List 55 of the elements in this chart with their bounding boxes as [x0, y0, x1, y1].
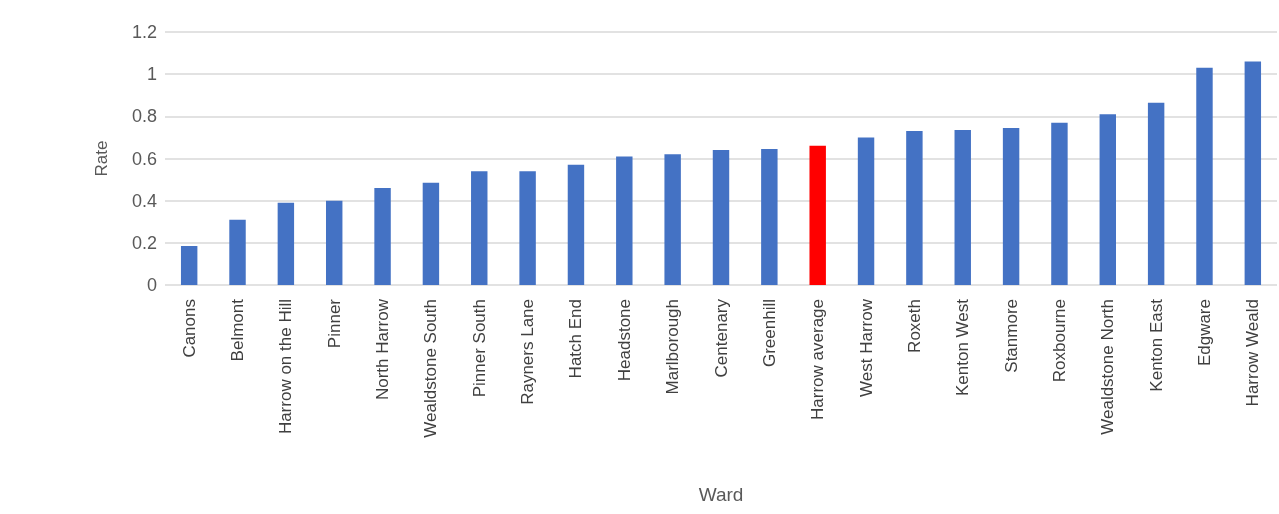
- bar: [1147, 102, 1165, 285]
- bar: [519, 171, 536, 285]
- bar: [664, 154, 681, 285]
- x-tick-label: Marlborough: [663, 299, 683, 395]
- bar: [1244, 61, 1262, 285]
- bar: [229, 219, 246, 285]
- bar: [277, 202, 295, 285]
- bar: [809, 145, 826, 285]
- bar: [567, 164, 585, 285]
- x-tick-label: Greenhill: [759, 299, 779, 368]
- x-tick-label: Harrow on the Hill: [276, 299, 296, 435]
- x-tick-label: Kenton East: [1146, 298, 1166, 392]
- x-tick-label: Centenary: [711, 298, 731, 378]
- x-tick-label: Kenton West: [953, 298, 973, 397]
- bar: [374, 188, 391, 285]
- bar: [1099, 114, 1116, 285]
- x-tick-label: Belmont: [228, 298, 248, 362]
- x-tick-label: Wealdstone North: [1098, 299, 1118, 435]
- x-tick-label: Pinner South: [469, 299, 489, 398]
- x-tick-label: North Harrow: [373, 298, 393, 401]
- y-axis-title: Rate: [92, 140, 111, 177]
- x-tick-label: Harrow average: [808, 299, 828, 420]
- y-tick-label: 0: [146, 275, 157, 295]
- bar: [471, 171, 488, 285]
- x-tick-label: Hatch End: [566, 299, 586, 379]
- y-tick-label: 0.8: [131, 106, 157, 127]
- y-tick-label: 1: [146, 64, 157, 85]
- bar: [1002, 127, 1020, 285]
- bar: [857, 137, 875, 285]
- bar: [954, 130, 971, 285]
- bar: [761, 149, 778, 285]
- x-tick-label: Edgware: [1194, 299, 1214, 367]
- bar: [1051, 122, 1068, 285]
- bar: [180, 246, 198, 285]
- y-tick-label: 1.2: [131, 22, 157, 42]
- x-axis-title: Ward: [698, 484, 744, 505]
- x-tick-label: Roxbourne: [1049, 299, 1069, 383]
- y-tick-label: 0.6: [131, 148, 157, 169]
- bar: [616, 156, 633, 285]
- bar: [1196, 67, 1213, 285]
- x-tick-label: Pinner: [324, 298, 344, 349]
- y-tick-label: 0.4: [131, 190, 157, 211]
- x-tick-label: Canons: [179, 299, 199, 358]
- bar: [712, 150, 730, 285]
- x-tick-label: Rayners Lane: [518, 299, 538, 405]
- bar: [906, 131, 923, 285]
- y-tick-label: 0.2: [131, 232, 157, 253]
- x-tick-label: Headstone: [614, 299, 634, 382]
- x-tick-label: West Harrow: [856, 298, 876, 397]
- x-tick-label: Stanmore: [1001, 299, 1021, 373]
- x-tick-label: Harrow Weald: [1243, 299, 1263, 407]
- x-tick-label: Wealdstone South: [421, 299, 441, 438]
- bar: [326, 200, 343, 285]
- x-tick-label: Roxeth: [904, 299, 924, 353]
- bar: [422, 182, 440, 285]
